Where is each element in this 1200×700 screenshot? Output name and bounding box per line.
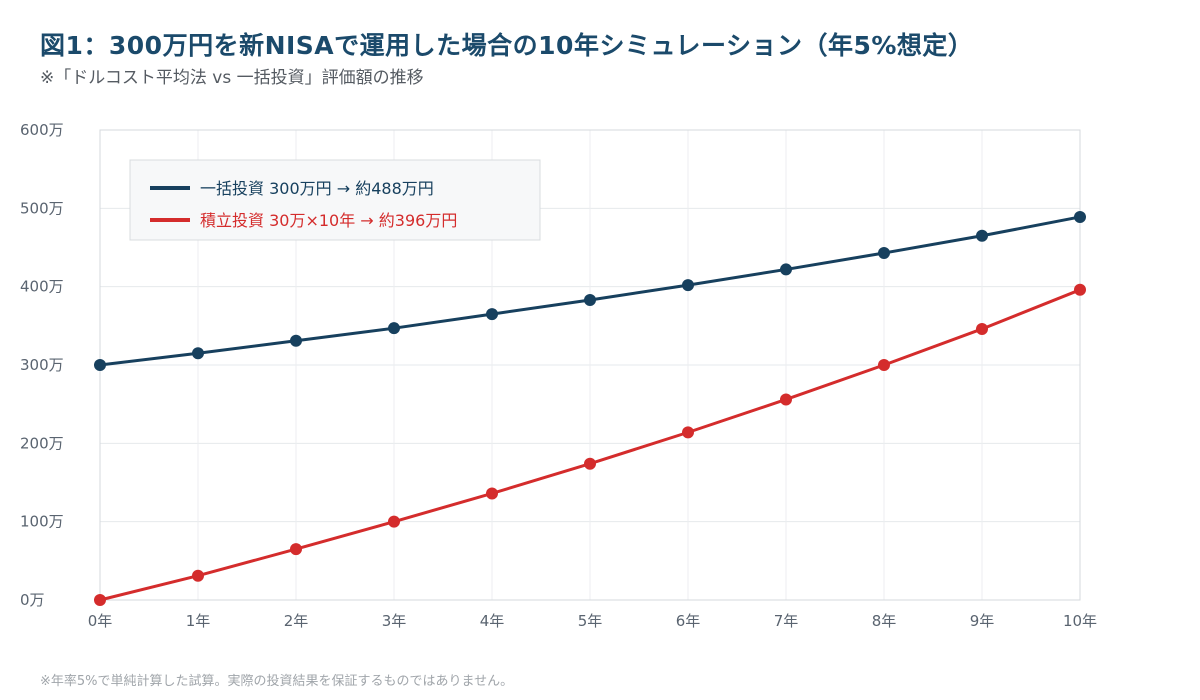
legend-label: 積立投資 30万×10年 → 約396万円 [200,211,457,230]
data-point [976,322,988,335]
data-point [682,279,694,292]
data-point [878,359,890,371]
x-tick-label: 8年 [872,612,897,630]
x-tick-label: 1年 [186,612,211,630]
x-axis-labels: 0年 1年 2年 3年 4年 5年 6年 7年 8年 9年 10年 [88,612,1097,630]
y-axis-labels: 0万 100万 200万 300万 400万 500万 600万 [20,121,64,609]
data-point [192,347,204,360]
data-point [584,457,596,470]
data-point [486,308,498,321]
x-tick-label: 9年 [970,612,995,630]
data-point [1074,210,1086,223]
x-tick-label: 4年 [480,612,505,630]
x-tick-label: 6年 [676,612,701,630]
x-tick-label: 10年 [1063,612,1097,630]
data-point [878,246,890,259]
footnote: ※年率5%で単純計算した試算。実際の投資結果を保証するものではありません。 [40,674,514,689]
data-point [388,322,400,335]
y-tick-label: 200万 [20,434,64,452]
y-tick-label: 400万 [20,278,64,296]
data-point [682,426,694,439]
x-tick-label: 3年 [382,612,407,630]
data-point [976,229,988,242]
data-point [94,359,106,371]
data-point [584,293,596,306]
chart-title: 図1：300万円を新NISAで運用した場合の10年シミュレーション（年5%想定） [40,31,974,60]
x-tick-label: 2年 [284,612,309,630]
data-point [290,334,302,347]
data-point [290,543,302,556]
data-point [192,569,204,582]
y-tick-label: 100万 [20,513,64,531]
x-tick-label: 7年 [774,612,799,630]
data-point [780,393,792,406]
data-point [486,487,498,500]
y-tick-label: 0万 [20,591,45,609]
x-tick-label: 5年 [578,612,603,630]
data-point [94,594,106,606]
y-tick-label: 500万 [20,199,64,217]
data-point [388,515,400,528]
x-tick-label: 0年 [88,612,113,630]
y-tick-label: 300万 [20,356,64,374]
legend-box [129,159,541,241]
data-point [780,263,792,276]
series-group [94,210,1086,606]
legend-label: 一括投資 300万円 → 約488万円 [200,179,434,198]
chart-subtitle: ※「ドルコスト平均法 vs 一括投資」評価額の推移 [40,68,424,88]
y-tick-label: 600万 [20,121,64,139]
data-point [1074,283,1086,296]
